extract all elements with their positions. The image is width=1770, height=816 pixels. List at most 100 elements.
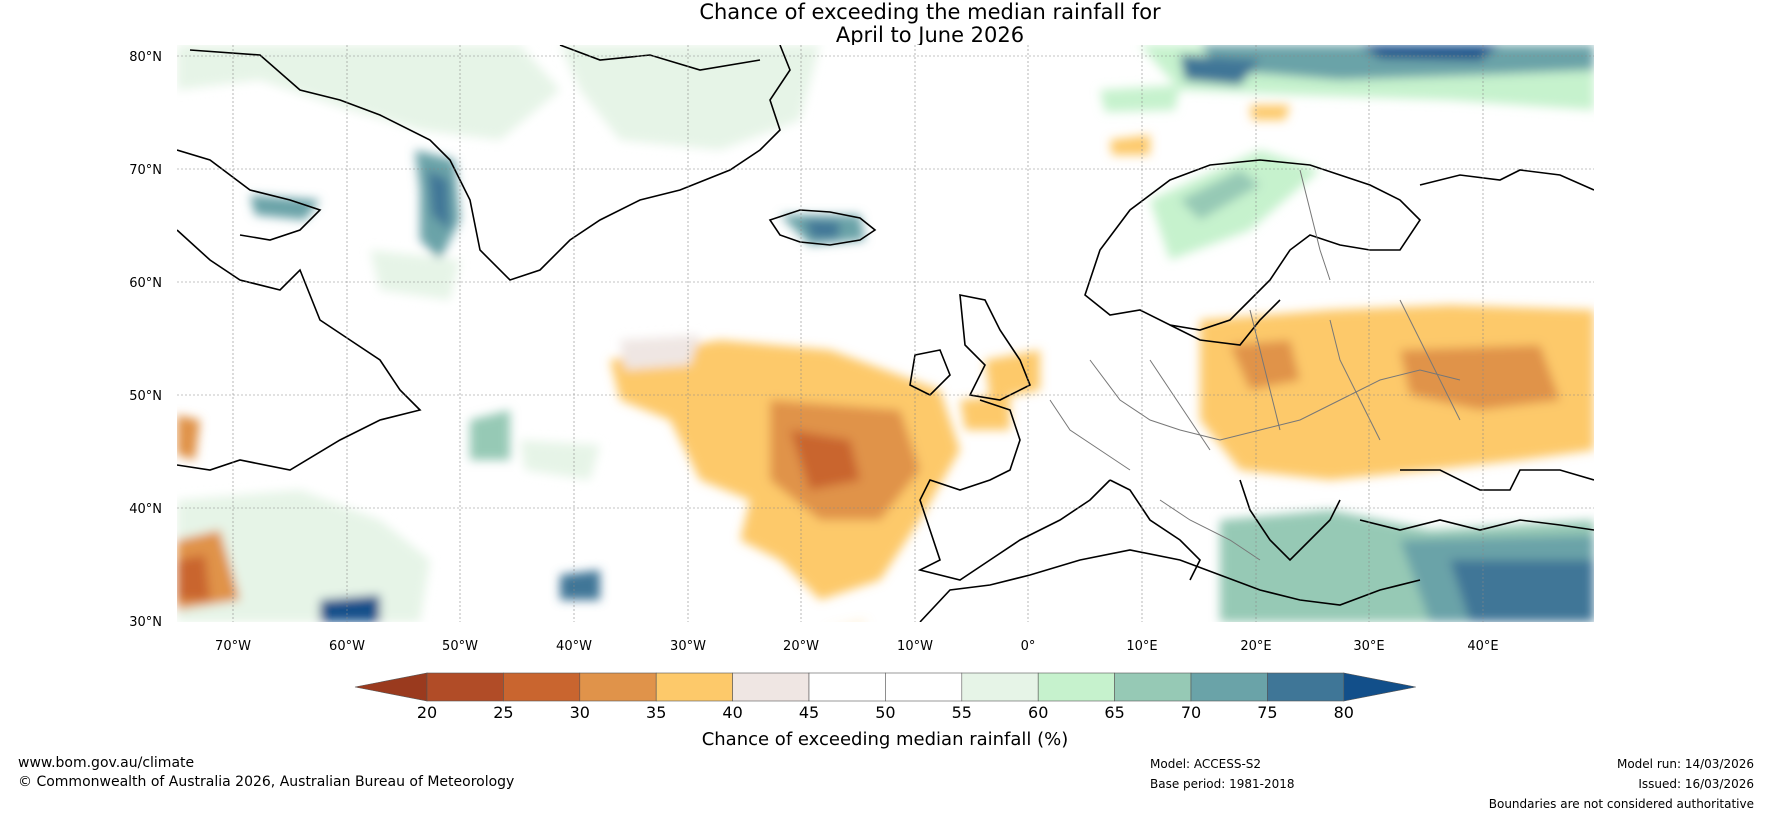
- greenland-coast: [189, 45, 791, 281]
- anomaly-patch: [790, 430, 860, 490]
- colorbar-tick-label: 50: [875, 703, 895, 722]
- anomaly-patch: [177, 490, 430, 622]
- colorbar-segment: [808, 672, 886, 702]
- footer-website: www.bom.gov.au/climate: [18, 755, 195, 771]
- lon-label: 40°E: [1467, 639, 1498, 654]
- anomaly-patch: [1230, 340, 1300, 390]
- lon-label: 10°E: [1126, 639, 1157, 654]
- anomaly-patch: [250, 195, 320, 220]
- colorbar-title: Chance of exceeding median rainfall (%): [702, 729, 1069, 750]
- italy-coast: [1109, 479, 1201, 581]
- anomaly-patch: [177, 45, 560, 140]
- colorbar-tick-label: 25: [493, 703, 513, 722]
- map-title-line-1: Chance of exceeding the median rainfall …: [699, 0, 1161, 24]
- anomaly-patch: [1180, 55, 1260, 85]
- labrador-coast: [177, 229, 422, 471]
- greenland-north-coast: [559, 45, 761, 71]
- footer-model: Model: ACCESS-S2: [1150, 757, 1262, 771]
- lon-label: 40°W: [556, 639, 592, 654]
- border-line: [1299, 169, 1331, 281]
- turkey-coast: [1359, 519, 1594, 531]
- border-line: [1159, 499, 1261, 561]
- anomaly-patch: [960, 395, 1010, 430]
- anomaly-patch: [1360, 45, 1500, 60]
- border-line: [1399, 299, 1461, 421]
- colorbar-tick-label: 35: [646, 703, 666, 722]
- colorbar-tick-label: 20: [417, 703, 437, 722]
- anomaly-patch: [1400, 345, 1560, 410]
- anomaly-patch: [520, 440, 600, 480]
- footer-disclaimer: Boundaries are not considered authoritat…: [1488, 797, 1754, 811]
- lon-label: 30°E: [1353, 639, 1384, 654]
- anomaly-patch: [620, 335, 700, 370]
- country-borders: [1049, 169, 1461, 561]
- lon-label: 30°W: [670, 639, 706, 654]
- anomaly-patch: [320, 595, 380, 622]
- lon-label: 0°: [1021, 639, 1036, 654]
- footer-model-run: Model run: 14/03/2026: [1616, 757, 1754, 771]
- lat-label: 70°N: [129, 163, 162, 178]
- lon-label: 70°W: [215, 639, 251, 654]
- colorbar-extend-high: [1343, 672, 1416, 702]
- rainfall-anomaly-patches: [177, 45, 1594, 630]
- map-plot-area: [177, 45, 1594, 630]
- anomaly-patch: [560, 45, 820, 150]
- balkans-coast: [1239, 479, 1341, 562]
- anomaly-patch: [1250, 105, 1290, 120]
- colorbar-segment: [732, 672, 810, 702]
- lon-label: 10°W: [897, 639, 933, 654]
- black-sea-coast: [1400, 469, 1594, 491]
- colorbar-segment: [1037, 672, 1115, 702]
- border-line: [1149, 359, 1211, 451]
- anomaly-patch: [1150, 150, 1320, 260]
- colorbar-tick-label: 55: [952, 703, 972, 722]
- lat-label: 40°N: [129, 502, 162, 517]
- border-line: [1329, 319, 1381, 441]
- anomaly-patch: [1110, 135, 1150, 155]
- colorbar-segment: [426, 672, 504, 702]
- anomaly-patch: [1200, 45, 1594, 80]
- colorbar-segment: [503, 672, 581, 702]
- baffin-coast: [177, 149, 322, 241]
- colorbar: 20 25 30 35 40 45 50 55 60 65 70 75 80: [354, 672, 1416, 722]
- anomaly-patch: [370, 250, 460, 300]
- map-title-line-2: April to June 2026: [835, 23, 1025, 47]
- iceland-coast: [768, 209, 877, 246]
- lon-label: 60°W: [329, 639, 365, 654]
- colorbar-extend-low: [354, 672, 428, 702]
- colorbar-segment: [1190, 672, 1268, 702]
- lat-label: 80°N: [129, 50, 162, 65]
- border-line: [1049, 399, 1131, 471]
- colorbar-tick-label: 70: [1181, 703, 1201, 722]
- colorbar-tick-label: 40: [722, 703, 742, 722]
- baltic-coast: [1169, 299, 1281, 346]
- scandinavia-coast: [1084, 159, 1422, 331]
- anomaly-patch: [820, 622, 870, 630]
- colorbar-segment: [961, 672, 1039, 702]
- colorbar-segment: [885, 672, 963, 702]
- africa-coast: [919, 549, 1421, 622]
- colorbar-segment: [655, 672, 733, 702]
- lon-label: 20°E: [1240, 639, 1271, 654]
- latitude-axis-labels: 80°N 70°N 60°N 50°N 40°N 30°N: [129, 50, 162, 630]
- lat-label: 50°N: [129, 389, 162, 404]
- footer-base-period: Base period: 1981-2018: [1150, 777, 1295, 791]
- anomaly-patch: [428, 170, 450, 230]
- anomaly-patch: [470, 410, 510, 460]
- anomaly-patch: [177, 555, 210, 600]
- colorbar-tick-label: 45: [799, 703, 819, 722]
- lat-label: 60°N: [129, 276, 162, 291]
- anomaly-patch: [560, 570, 600, 600]
- lat-label: 30°N: [129, 615, 162, 630]
- border-line: [1249, 309, 1281, 431]
- footer-copyright: © Commonwealth of Australia 2026, Austra…: [18, 774, 515, 790]
- colorbar-tick-label: 30: [570, 703, 590, 722]
- colorbar-segment: [1114, 672, 1192, 702]
- lon-label: 20°W: [783, 639, 819, 654]
- longitude-axis-labels: 70°W 60°W 50°W 40°W 30°W 20°W 10°W 0° 10…: [215, 639, 1499, 654]
- anomaly-patch: [805, 220, 840, 238]
- colorbar-segment: [579, 672, 657, 702]
- coastlines: [177, 45, 1594, 622]
- europe-west-coast: [917, 399, 1111, 581]
